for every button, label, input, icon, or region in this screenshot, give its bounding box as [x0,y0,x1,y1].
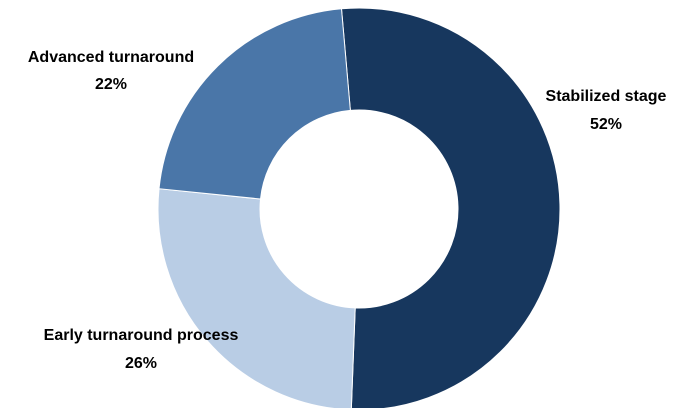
slices-group [157,7,561,408]
slice-value-early-turnaround-process: 26% [125,355,157,372]
slice-advanced-turnaround [158,8,351,200]
slice-value-stabilized-stage: 52% [590,116,622,133]
slice-early-turnaround-process [157,188,356,408]
slice-value-advanced-turnaround: 22% [95,76,127,93]
slice-label-advanced-turnaround: Advanced turnaround 22% [28,49,194,93]
slice-name-stabilized-stage: Stabilized stage [546,88,667,105]
slice-name-advanced-turnaround: Advanced turnaround [28,49,194,66]
slice-label-early-turnaround-process: Early turnaround process 26% [44,327,239,372]
slice-stabilized-stage [340,7,561,408]
slice-label-stabilized-stage: Stabilized stage 52% [546,88,667,133]
slice-name-early-turnaround-process: Early turnaround process [44,327,239,344]
